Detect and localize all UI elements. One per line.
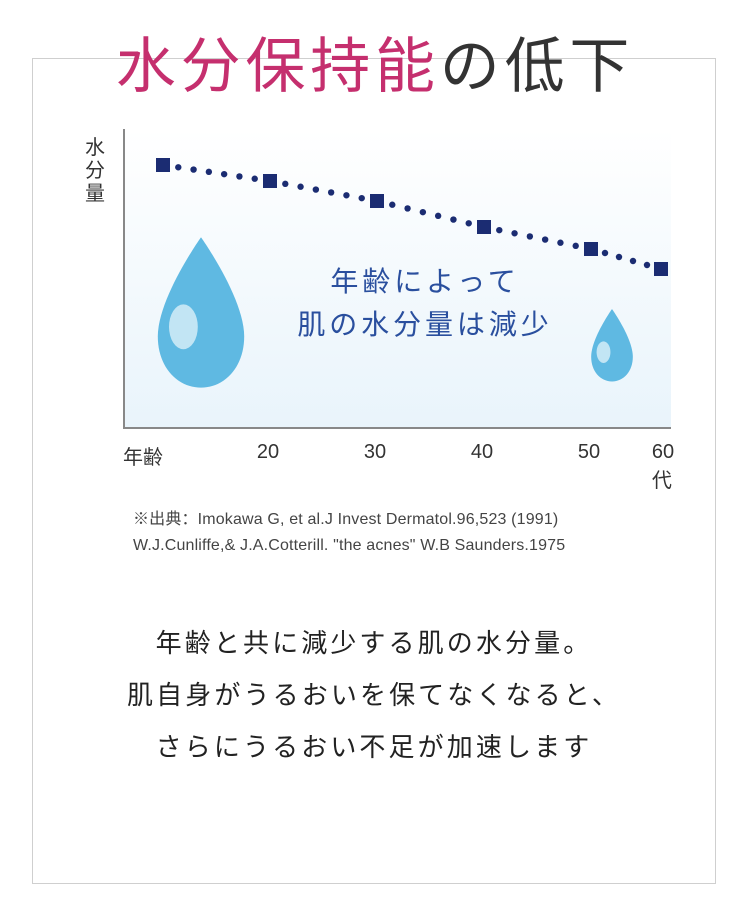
- chart-x-tick: 30: [364, 441, 386, 464]
- chart-x-tick: 60代: [652, 441, 674, 493]
- chart-y-label: 水分量: [83, 137, 107, 206]
- chart-x-tick: 40: [471, 441, 493, 464]
- title-rest: の低下: [440, 34, 634, 100]
- description-text: 年齢と共に減少する肌の水分量。 肌自身がうるおいを保てなくなると、 さらにうるお…: [73, 617, 675, 773]
- chart-source-citation: ※出典：Imokawa G, et al.J Invest Dermatol.9…: [133, 507, 673, 558]
- source-line1: Imokawa G, et al.J Invest Dermatol.96,52…: [198, 511, 559, 528]
- chart-plot-area: 年齢によって 肌の水分量は減少: [123, 129, 671, 429]
- content-card: 水分量 年齢によって 肌の水分量は減少: [32, 58, 716, 884]
- chart-x-tick: 50: [578, 441, 600, 464]
- description-line2: 肌自身がうるおいを保てなくなると、: [127, 680, 621, 710]
- moisture-chart: 水分量 年齢によって 肌の水分量は減少: [83, 129, 673, 469]
- source-line2: W.J.Cunliffe,& J.A.Cotterill. "the acnes…: [133, 537, 565, 554]
- chart-x-axis: 年齢2030405060代: [123, 441, 671, 471]
- chart-x-tick: 20: [257, 441, 279, 464]
- description-line1: 年齢と共に減少する肌の水分量。: [156, 628, 593, 658]
- chart-x-label: 年齢: [123, 441, 163, 470]
- chart-data-svg: [125, 129, 673, 429]
- source-prefix: ※出典：: [133, 511, 198, 528]
- description-line3: さらにうるおい不足が加速します: [156, 732, 593, 762]
- page-title: 水分保持能の低下: [0, 18, 750, 105]
- title-accent: 水分保持能: [116, 34, 440, 100]
